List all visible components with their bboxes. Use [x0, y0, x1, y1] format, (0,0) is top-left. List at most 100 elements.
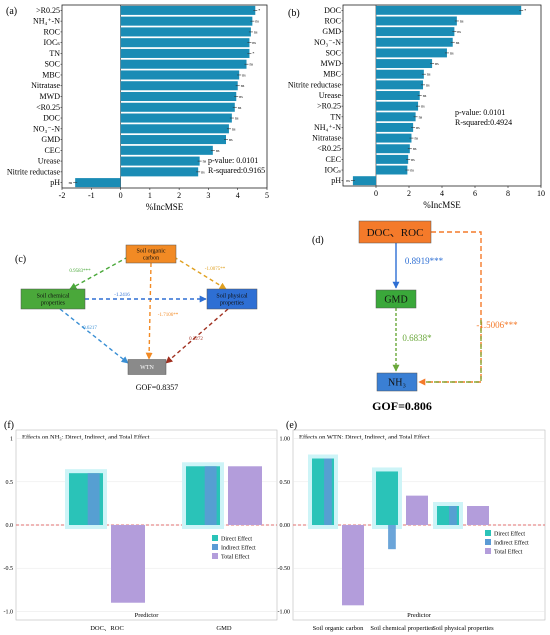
path-arrow	[59, 308, 129, 364]
y-tick-label: 1.00	[280, 437, 291, 443]
y-tick-label: -0.5	[4, 566, 14, 572]
bar-indirect-effect	[449, 506, 457, 525]
legend-swatch	[485, 539, 491, 545]
bar	[376, 101, 419, 111]
node-box	[375, 289, 417, 309]
panel-a-importance-chart: (a) ns pH ns Nitrite reductase ns Urease ns CEC n…	[6, 4, 269, 212]
y-tick-label: -0.50	[278, 566, 291, 572]
node-label: properties	[220, 301, 245, 307]
path-coefficient: -1.5006***	[476, 320, 518, 330]
x-tick-label: -2	[59, 191, 66, 200]
category-label: ROC	[44, 27, 60, 36]
bar-total-effect	[467, 506, 489, 525]
legend-label: Indirect Effect	[221, 545, 256, 552]
path-arrow	[173, 256, 227, 290]
error-label: ns	[421, 104, 425, 109]
bar	[376, 154, 409, 164]
y-tick-label: -1.00	[278, 609, 291, 615]
error-label: ns	[423, 93, 427, 98]
error-label: ns	[457, 29, 461, 34]
bar	[376, 80, 424, 90]
node: NH₃	[376, 372, 418, 392]
error-label: ns	[416, 125, 420, 130]
legend-swatch	[485, 530, 491, 536]
category-label: GMD	[41, 135, 60, 144]
x-tick-label: 2	[407, 189, 411, 198]
bar	[120, 27, 251, 37]
bar	[120, 38, 250, 48]
error-label: ns	[238, 105, 242, 110]
panel-letter: (e)	[286, 420, 297, 431]
path-coefficient: -1.7106**	[158, 313, 179, 318]
bar-indirect-effect	[388, 525, 396, 550]
bar	[120, 16, 253, 26]
category-label: NH₄⁺-N	[33, 17, 60, 26]
category-label: ROC	[325, 16, 341, 25]
path-arrow	[145, 262, 153, 360]
error-label: *	[258, 8, 260, 13]
path-coefficient: 0.8919***	[405, 256, 444, 266]
panel-letter: (c)	[15, 254, 26, 265]
x-tick-label: 2	[177, 191, 181, 200]
x-tick-label: 0	[119, 191, 123, 200]
node-label: Soil physical	[216, 294, 247, 300]
stat-annotation: p-value: 0.0101	[455, 108, 505, 117]
category-label: Urease	[319, 91, 342, 100]
bar	[376, 16, 457, 26]
node-label: DOC、ROC	[367, 227, 424, 239]
x-tick-label: 6	[473, 189, 477, 198]
bar	[120, 59, 247, 69]
error-label: *	[524, 8, 526, 13]
error-label: ns	[450, 50, 454, 55]
bar-direct-effect	[376, 471, 398, 525]
bar	[376, 69, 424, 79]
bar-total-effect	[111, 525, 145, 603]
error-label: ns	[426, 82, 430, 87]
x-tick-label: 3	[206, 191, 210, 200]
error-label: ns	[435, 61, 439, 66]
legend-swatch	[212, 553, 218, 559]
bar-indirect-effect	[204, 466, 217, 525]
bar	[120, 48, 250, 58]
path-arrow	[418, 231, 482, 386]
category-label: Soil physical properties	[432, 625, 494, 632]
panel-f-effects-chart: (f) Effects on NH₃: Direct, Indirect, and…	[4, 420, 278, 632]
node-label: properties	[41, 301, 66, 307]
bar	[376, 27, 455, 37]
category-label: CEC	[325, 155, 341, 164]
chart-title: Effects on NH₃: Direct, Indirect, and To…	[22, 434, 150, 441]
stat-annotation: R-squared:0.4924	[455, 118, 512, 127]
error-label: ns	[254, 29, 258, 34]
category-label: NO₃⁻-N	[314, 38, 341, 47]
path-coefficient: 0.6838*	[402, 333, 432, 343]
bar	[120, 91, 237, 102]
category-label: SOC	[44, 60, 60, 69]
category-label: >R0.25	[317, 102, 341, 111]
error-label: ns	[201, 169, 205, 174]
error-label: ns	[414, 136, 418, 141]
error-label: ns	[411, 157, 415, 162]
bar	[120, 113, 232, 123]
legend-swatch	[212, 535, 218, 541]
error-label: ns	[255, 19, 259, 24]
category-label: MBC	[323, 70, 341, 79]
legend-label: Direct Effect	[221, 536, 252, 543]
category-label: Soil chemical properties	[370, 625, 434, 632]
bar	[120, 70, 240, 80]
path-coefficient: 0.2272	[189, 337, 203, 342]
category-label: >R0.25	[36, 6, 60, 15]
category-label: <R0.25	[36, 103, 60, 112]
y-tick-label: 0.50	[280, 480, 291, 486]
error-label: ns	[427, 72, 431, 77]
bar	[376, 5, 522, 15]
panel-letter: (d)	[312, 235, 324, 246]
error-label: ns	[413, 146, 417, 151]
node-box	[376, 372, 418, 392]
gof-label: GOF=0.806	[372, 399, 432, 413]
category-label: MWD	[40, 92, 61, 101]
node: DOC、ROC	[358, 220, 432, 244]
error-label: ns	[216, 148, 220, 153]
bar	[376, 37, 453, 47]
